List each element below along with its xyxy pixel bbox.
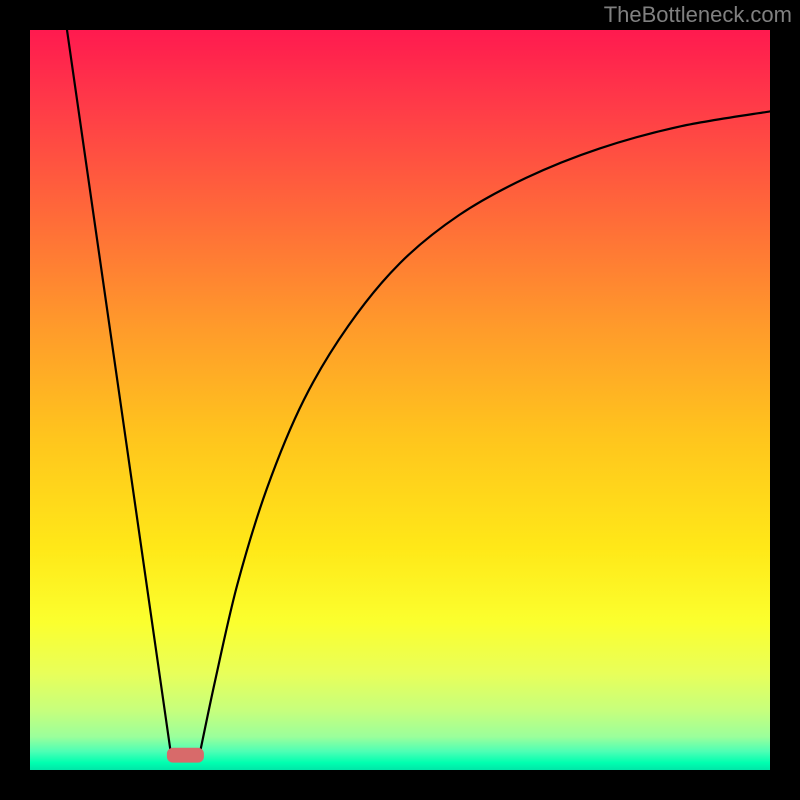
bottleneck-chart <box>30 30 770 770</box>
chart-frame: TheBottleneck.com <box>0 0 800 800</box>
watermark-text: TheBottleneck.com <box>604 2 792 28</box>
plot-area <box>30 30 770 770</box>
